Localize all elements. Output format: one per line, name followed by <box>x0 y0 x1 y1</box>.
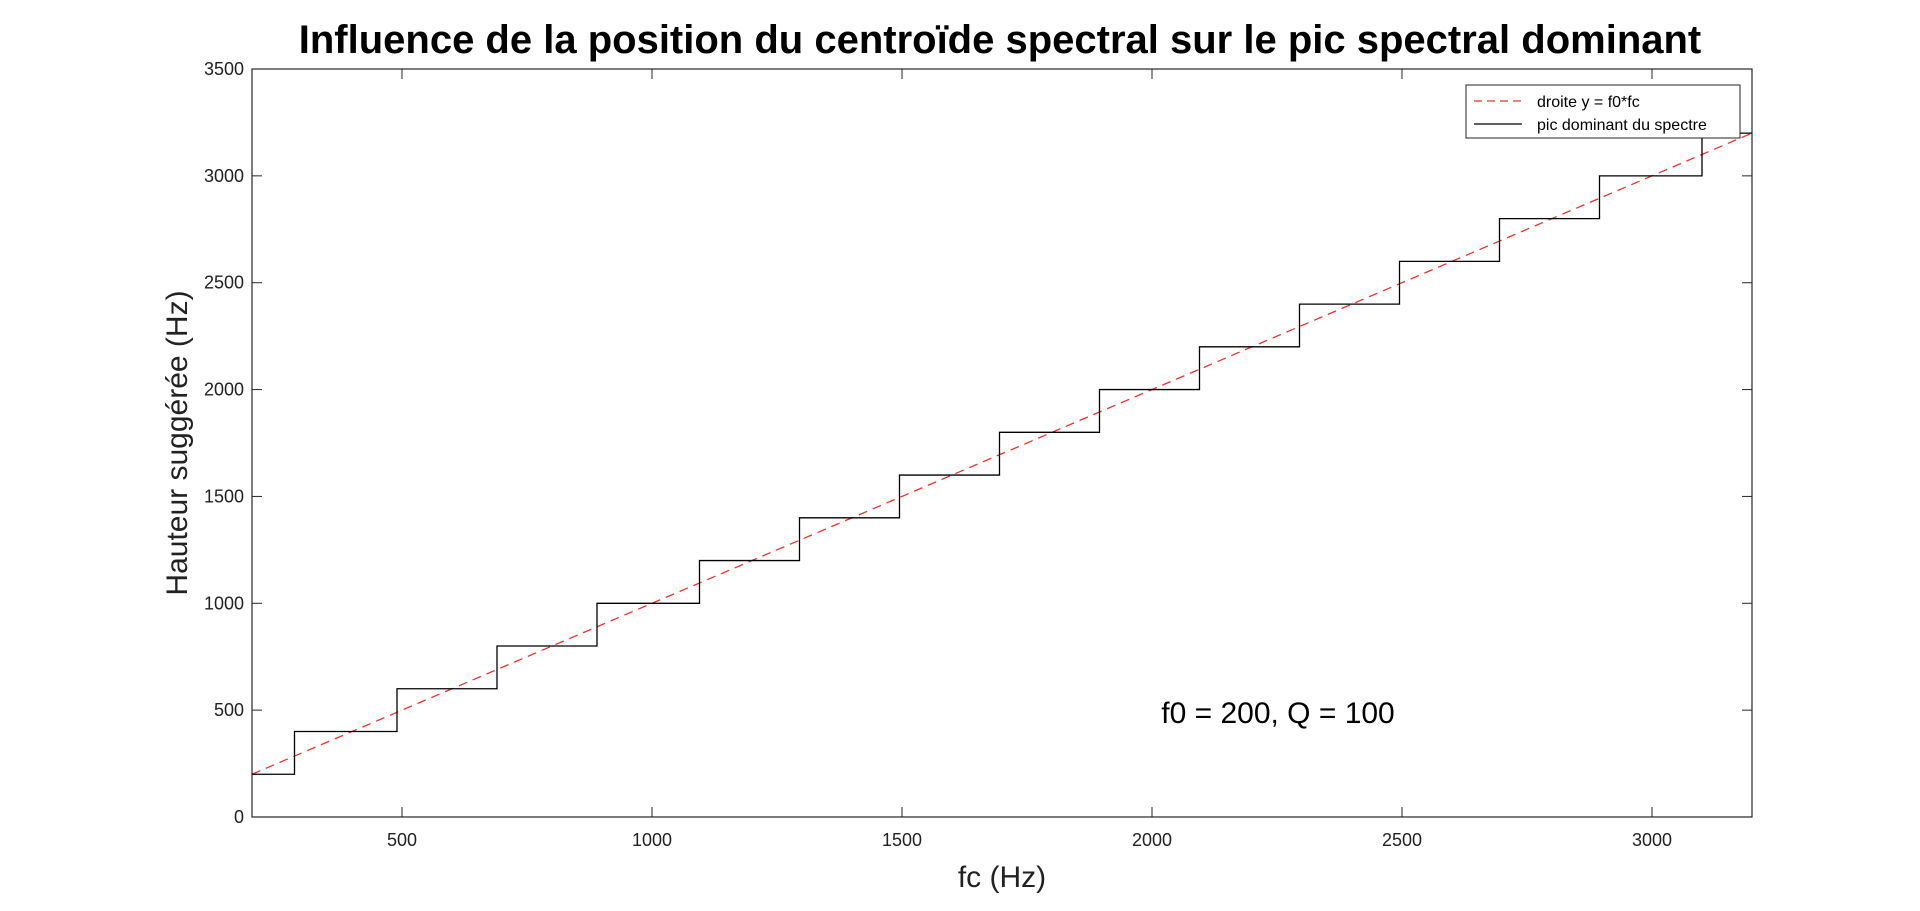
chart-title: Influence de la position du centroïde sp… <box>299 18 1702 62</box>
series-line-reference <box>251 132 1753 775</box>
y-tick-label: 2000 <box>204 380 244 400</box>
x-axis-label: fc (Hz) <box>958 861 1046 894</box>
y-tick-label: 500 <box>214 700 244 720</box>
plot-area <box>251 68 1753 818</box>
legend-entry-line: droite y = f0*fc <box>1537 94 1640 111</box>
y-tick-labels: 0 500 1000 1500 2000 2500 3000 3500 <box>204 59 244 827</box>
axis-ticks <box>252 68 1752 818</box>
x-tick-label: 1000 <box>632 830 672 850</box>
x-tick-label: 2000 <box>1132 830 1172 850</box>
series-line-dominant-peak <box>252 132 1752 775</box>
x-tick-label: 1500 <box>882 830 922 850</box>
x-tick-labels: 500 1000 1500 2000 2500 3000 <box>387 830 1672 850</box>
annotation-text: f0 = 200, Q = 100 <box>1161 697 1395 730</box>
y-tick-label: 3000 <box>204 166 244 186</box>
series-lines <box>251 132 1753 775</box>
x-tick-label: 3000 <box>1632 830 1672 850</box>
y-tick-label: 1000 <box>204 593 244 613</box>
legend-entry-step: pic dominant du spectre <box>1537 117 1707 134</box>
x-tick-label: 500 <box>387 830 417 850</box>
legend-box <box>1465 84 1741 139</box>
y-tick-label: 0 <box>234 807 244 827</box>
y-axis-label: Hauteur suggérée (Hz) <box>161 290 194 595</box>
y-tick-label: 2500 <box>204 273 244 293</box>
x-tick-label: 2500 <box>1382 830 1422 850</box>
legend: droite y = f0*fc pic dominant du spectre <box>1465 84 1741 139</box>
y-tick-label: 3500 <box>204 59 244 79</box>
y-tick-label: 1500 <box>204 486 244 506</box>
